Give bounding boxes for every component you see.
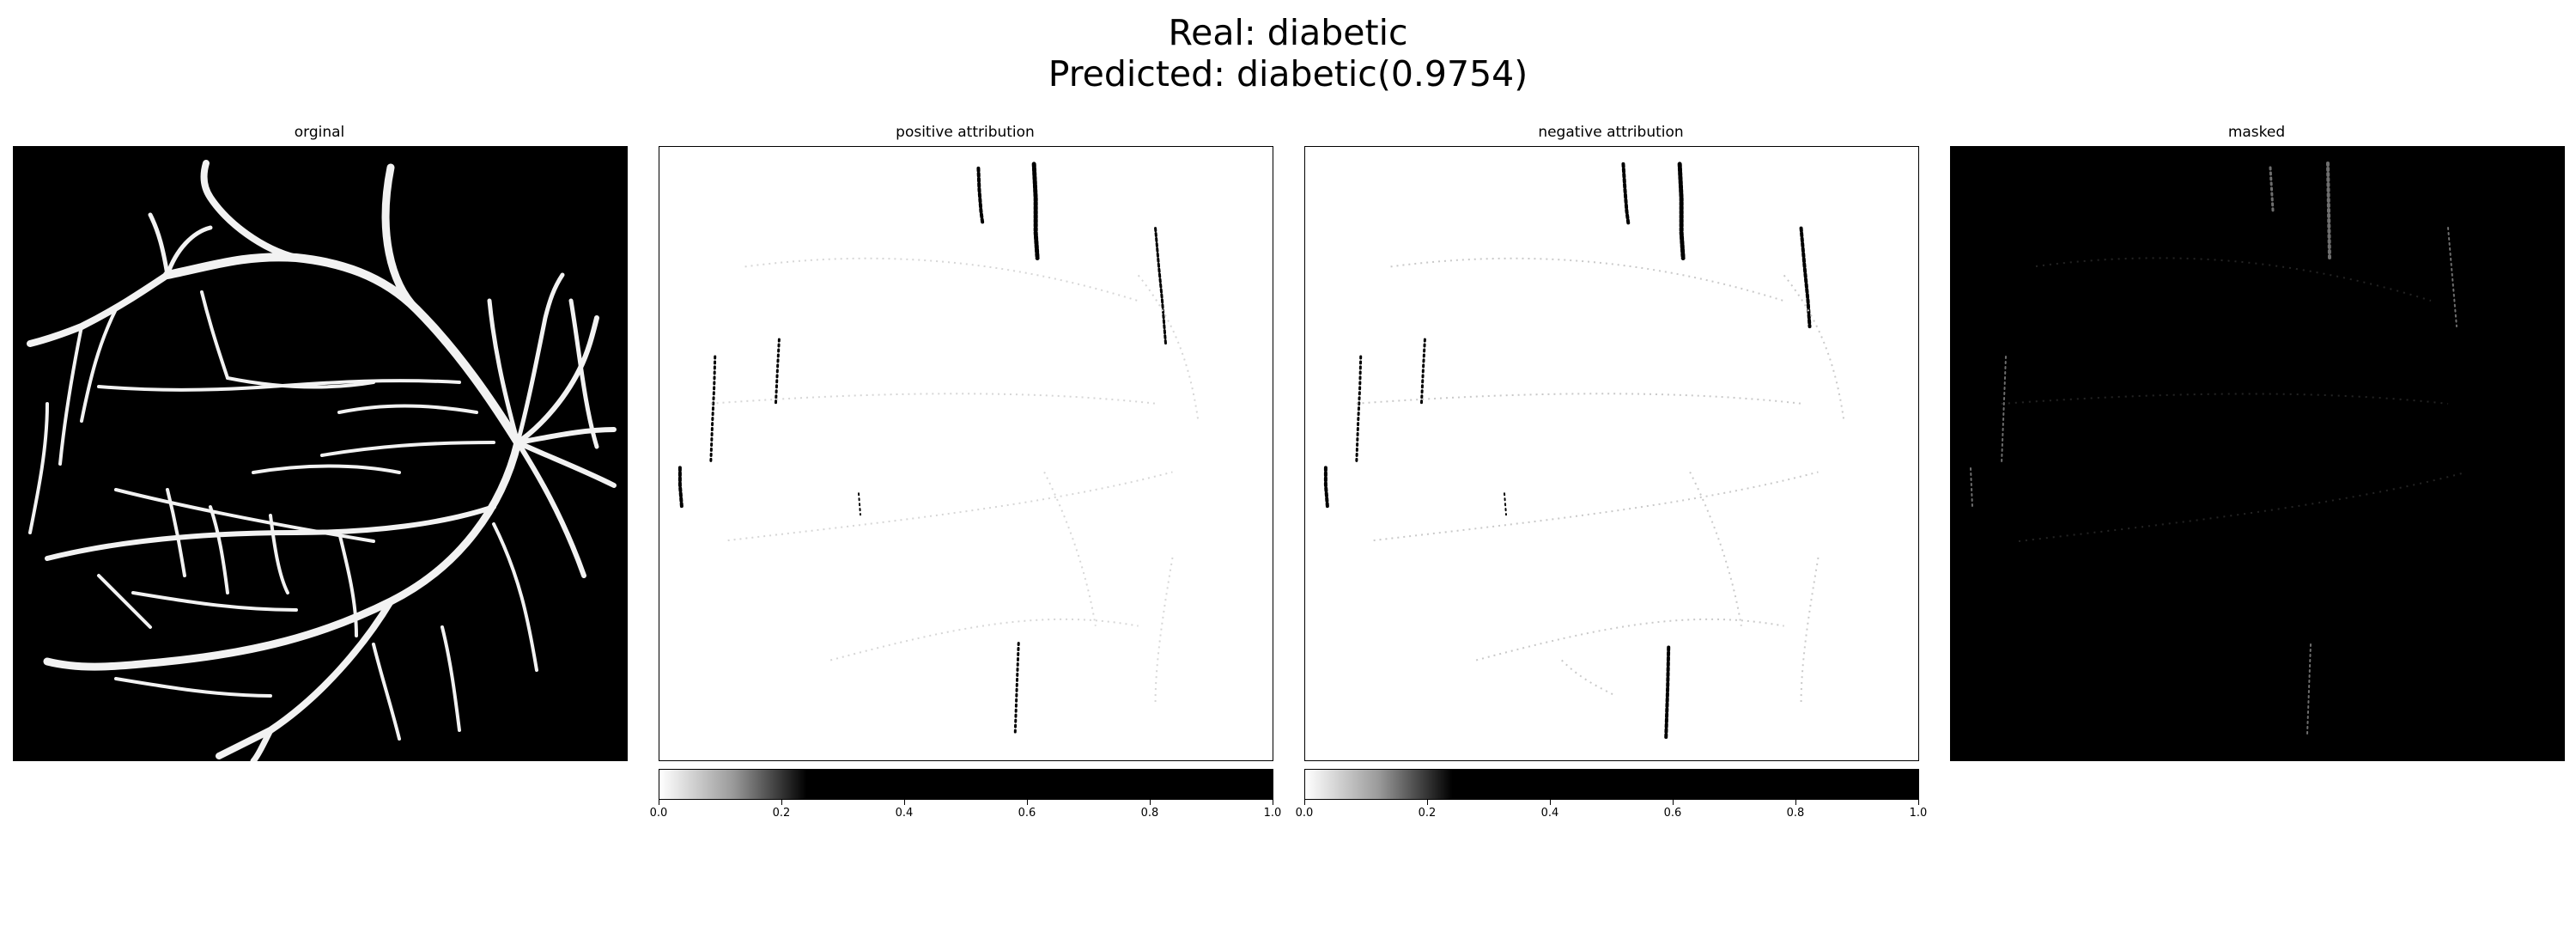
negative-attribution-image: [1323, 162, 1845, 740]
colorbar-positive: [659, 769, 1273, 800]
tick-label: 0.6: [1018, 807, 1036, 820]
tick-mark: [1795, 800, 1796, 805]
tick-mark: [1027, 800, 1028, 805]
tick-mark: [1150, 800, 1151, 805]
positive-attribution-map: [659, 146, 1273, 761]
title-predicted: Predicted: diabetic(0.9754): [1048, 53, 1528, 94]
tick-mark: [781, 800, 782, 805]
tick-mark: [1918, 800, 1919, 805]
tick-label: 0.6: [1663, 807, 1682, 820]
tick-mark: [1427, 800, 1428, 805]
positive-attribution-image: [677, 162, 1200, 735]
negative-attribution-map: [1304, 146, 1919, 761]
masked-image: [1950, 146, 2565, 761]
title-real: Real: diabetic: [1168, 12, 1408, 53]
tick-label: 1.0: [1263, 807, 1282, 820]
tick-label: 0.4: [1540, 807, 1559, 820]
vessel-tree-image: [13, 146, 628, 761]
original-image: [13, 146, 628, 761]
masked-vessel-image: [1950, 146, 2565, 761]
colorbar-negative-ticks: 0.0 0.2 0.4 0.6 0.8 1.0: [1296, 800, 1927, 826]
panel-title-positive: positive attribution: [896, 124, 1035, 141]
figure-title: Real: diabetic Predicted: diabetic(0.975…: [0, 12, 2576, 94]
tick-mark: [1304, 800, 1305, 805]
tick-label: 0.8: [1140, 807, 1159, 820]
tick-label: 0.0: [1295, 807, 1314, 820]
colorbar-negative: [1304, 769, 1919, 800]
tick-mark: [904, 800, 905, 805]
colorbar-positive-ticks: 0.0 0.2 0.4 0.6 0.8 1.0: [650, 800, 1281, 826]
tick-label: 0.2: [772, 807, 791, 820]
tick-label: 0.8: [1786, 807, 1805, 820]
panel-title-original: orginal: [294, 124, 345, 141]
panel-title-negative: negative attribution: [1538, 124, 1684, 141]
tick-label: 0.0: [649, 807, 668, 820]
tick-mark: [1550, 800, 1551, 805]
tick-label: 0.2: [1418, 807, 1437, 820]
tick-label: 1.0: [1909, 807, 1928, 820]
tick-mark: [1673, 800, 1674, 805]
tick-label: 0.4: [895, 807, 914, 820]
panel-title-masked: masked: [2227, 124, 2286, 141]
